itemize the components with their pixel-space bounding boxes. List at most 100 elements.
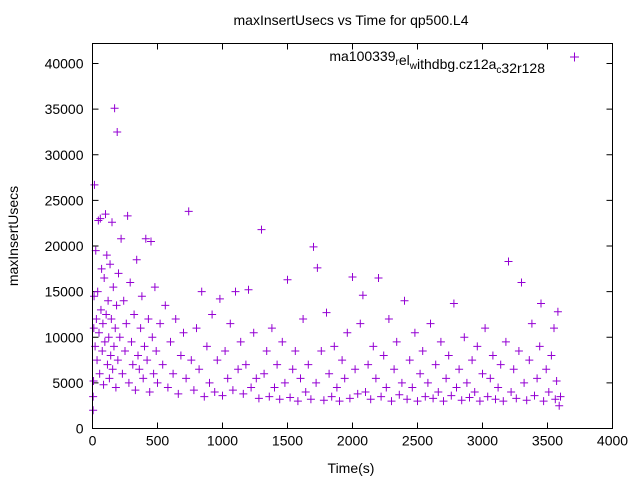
data-point (465, 393, 474, 402)
data-point (345, 394, 354, 403)
data-point (439, 397, 448, 406)
data-point (89, 406, 98, 415)
data-point (131, 386, 140, 395)
data-point (530, 391, 539, 400)
data-point (218, 391, 227, 400)
data-point (260, 369, 269, 378)
data-point (111, 324, 120, 333)
data-point (429, 394, 438, 403)
data-point (473, 342, 482, 351)
data-point (418, 346, 427, 355)
data-point (410, 328, 419, 337)
data-point (330, 342, 339, 351)
data-point (457, 396, 466, 405)
x-tick-label: 1000 (207, 433, 238, 449)
data-point (340, 374, 349, 383)
data-point (187, 356, 196, 365)
data-point (111, 383, 120, 392)
data-point (481, 324, 490, 333)
data-point (556, 392, 565, 401)
x-tick-label: 2000 (337, 433, 368, 449)
legend-label: ma100339relwithdbg.cz12ac32r128 (329, 48, 545, 76)
x-tick-label: 2500 (402, 433, 433, 449)
data-point (95, 328, 103, 337)
data-point (96, 305, 105, 314)
data-point (109, 283, 118, 292)
data-point (202, 342, 211, 351)
data-point (325, 369, 334, 378)
data-point (496, 360, 505, 369)
data-point (100, 337, 109, 346)
data-point (184, 207, 193, 216)
data-point (118, 369, 127, 378)
data-point (533, 374, 542, 383)
data-point (239, 389, 248, 398)
data-point (483, 392, 492, 401)
data-point (426, 319, 435, 328)
data-point (100, 273, 109, 282)
x-tick-label: 0 (89, 433, 97, 449)
data-point (299, 315, 308, 323)
data-point (552, 377, 561, 386)
data-point (236, 337, 245, 346)
data-point (113, 356, 122, 365)
data-point (387, 397, 396, 406)
data-point (514, 346, 523, 355)
data-point (491, 395, 500, 404)
data-point (215, 294, 224, 303)
data-point (105, 374, 114, 383)
data-point (98, 346, 107, 355)
data-point (101, 210, 110, 219)
data-point (144, 315, 153, 323)
data-point (156, 319, 165, 328)
data-point (89, 392, 98, 401)
y-axis-label: maxInsertUsecs (5, 186, 21, 286)
x-tick-label: 4000 (597, 433, 628, 449)
data-point (542, 365, 551, 374)
data-point (143, 356, 152, 365)
data-point (161, 301, 170, 310)
data-point (403, 395, 412, 404)
data-point (141, 234, 150, 243)
data-point (468, 356, 477, 365)
data-point (121, 346, 129, 355)
data-point (234, 365, 243, 374)
data-point (442, 374, 451, 383)
data-point (189, 386, 198, 395)
y-tick-label: 20000 (45, 238, 84, 254)
data-point (166, 337, 175, 346)
data-point (94, 216, 103, 225)
y-tick-label: 30000 (45, 147, 84, 163)
data-point (309, 242, 318, 251)
data-point (447, 391, 456, 400)
data-point (544, 388, 553, 396)
data-point (517, 278, 526, 287)
data-point (304, 360, 313, 369)
data-point (106, 260, 115, 269)
data-point (102, 310, 111, 319)
data-point (145, 388, 154, 396)
data-point (106, 351, 115, 360)
data-point (136, 324, 145, 333)
data-point (130, 310, 139, 319)
data-point (431, 360, 440, 369)
data-point (312, 378, 321, 387)
data-point (163, 383, 172, 392)
data-point (169, 369, 178, 378)
data-point (335, 397, 344, 406)
data-point (395, 390, 404, 399)
data-point (488, 351, 497, 360)
data-point (132, 255, 141, 264)
data-point (555, 401, 564, 410)
data-point (119, 296, 128, 305)
data-point (525, 356, 534, 365)
data-point (91, 246, 100, 255)
plot-frame (92, 43, 613, 429)
data-point (123, 211, 132, 220)
data-point (535, 342, 544, 351)
data-point (275, 395, 284, 404)
data-point (137, 292, 146, 301)
data-point (369, 342, 378, 351)
data-point (462, 378, 471, 387)
